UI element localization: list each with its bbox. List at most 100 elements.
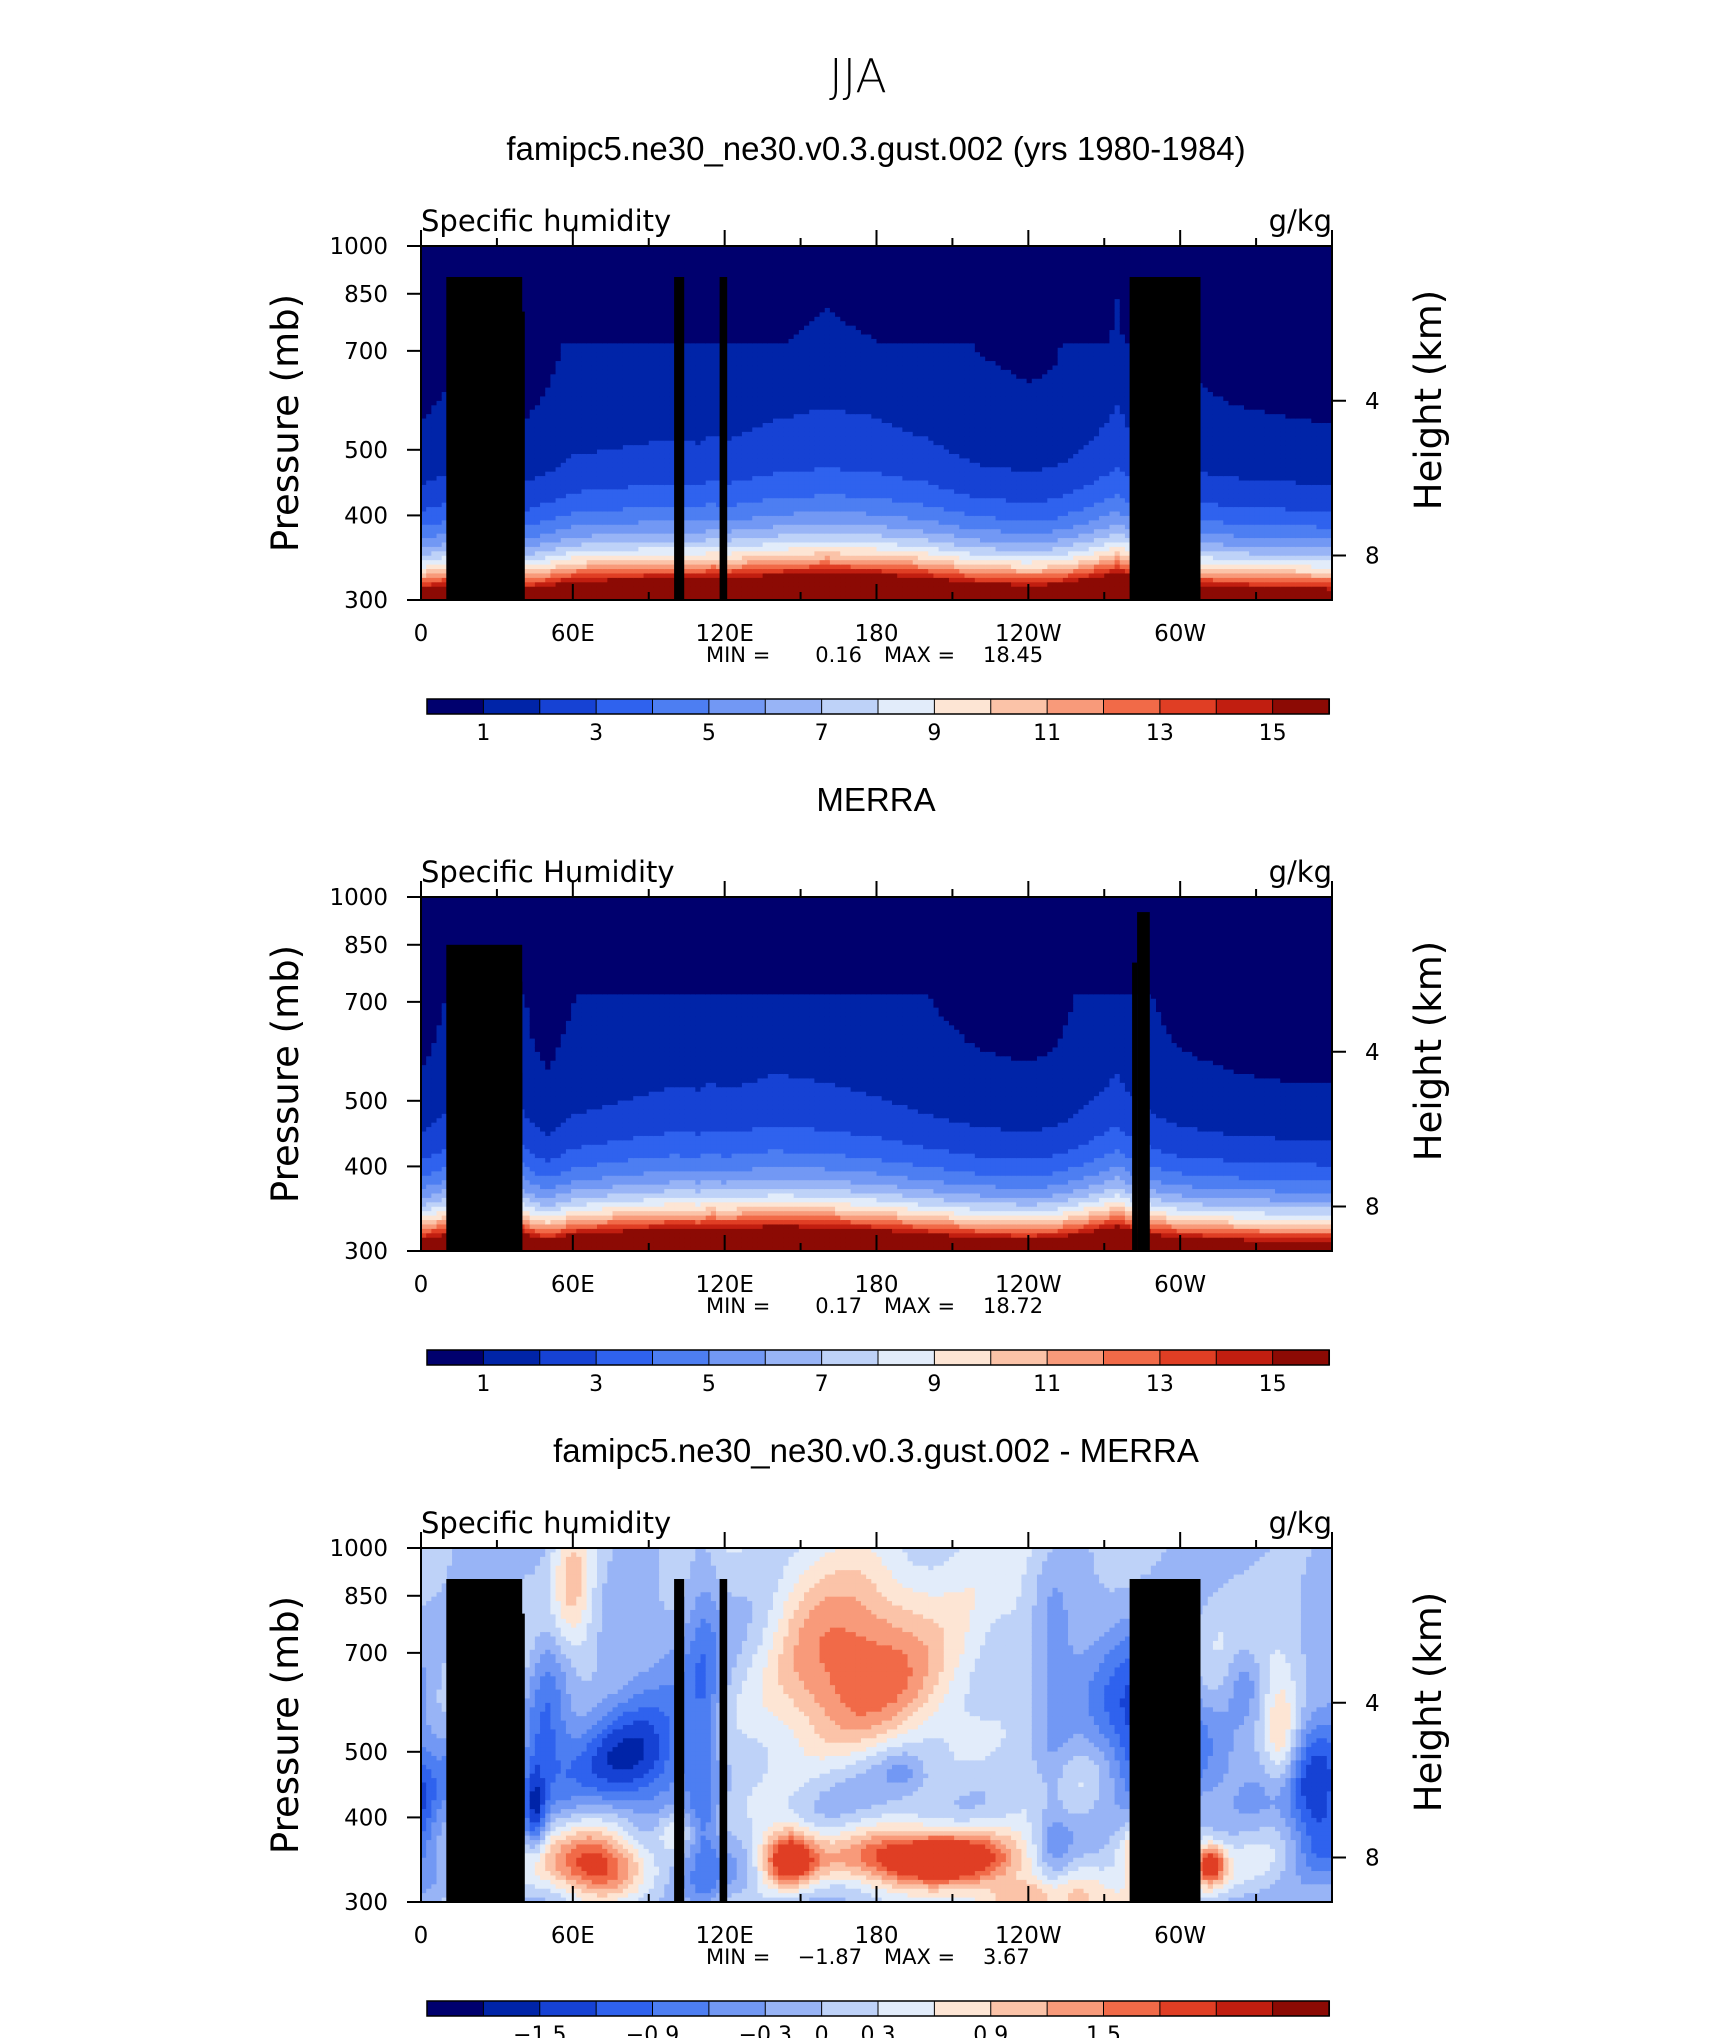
field-cell: [504, 255, 510, 260]
field-cell: [437, 445, 443, 450]
field-cell: [452, 259, 458, 264]
field-cell: [431, 520, 437, 525]
field-cell: [437, 259, 443, 264]
field-cell: [437, 308, 443, 313]
field-cell: [437, 498, 443, 503]
field-cell: [437, 467, 443, 472]
field-cell: [426, 485, 432, 490]
field-cell: [426, 436, 432, 441]
field-cell: [483, 268, 489, 273]
field-cell: [442, 264, 448, 269]
field-cell: [431, 388, 437, 393]
field-cell: [426, 396, 432, 401]
figure: JJA famipc5.ne30_ne30.v0.3.gust.002 (yrs…: [0, 0, 1710, 2038]
field-cell: [426, 268, 432, 273]
field-cell: [426, 304, 432, 309]
field-cell: [493, 264, 499, 269]
field-cell: [431, 396, 437, 401]
field-cell: [483, 273, 489, 278]
field-cell: [437, 405, 443, 410]
field-cell: [437, 538, 443, 543]
field-cell: [478, 250, 484, 255]
field-cell: [426, 365, 432, 370]
field-cell: [431, 343, 437, 348]
field-cell: [437, 343, 443, 348]
field-cell: [437, 295, 443, 300]
field-cell: [426, 281, 432, 286]
field-cell: [437, 556, 443, 561]
field-cell: [493, 250, 499, 255]
field-cell: [483, 264, 489, 269]
field-cell: [426, 512, 432, 517]
field-cell: [499, 264, 505, 269]
field-cell: [437, 357, 443, 362]
field-cell: [478, 255, 484, 260]
field-cell: [426, 489, 432, 494]
field-cell: [437, 312, 443, 317]
field-cell: [437, 326, 443, 331]
field-cell: [437, 534, 443, 539]
field-cell: [426, 498, 432, 503]
field-cell: [462, 259, 468, 264]
field-cell: [431, 423, 437, 428]
field-cell: [431, 556, 437, 561]
field-cell: [426, 560, 432, 565]
field-cell: [442, 255, 448, 260]
field-cell: [426, 458, 432, 463]
field-cell: [431, 578, 437, 583]
field-cell: [473, 255, 479, 260]
field-cell: [431, 516, 437, 521]
field-cell: [437, 299, 443, 304]
field-cell: [442, 250, 448, 255]
field-cell: [431, 259, 437, 264]
field-cell: [437, 268, 443, 273]
field-cell: [488, 268, 494, 273]
field-cell: [437, 330, 443, 335]
field-cell: [431, 565, 437, 570]
field-cell: [499, 268, 505, 273]
field-cell: [452, 268, 458, 273]
field-cell: [504, 264, 510, 269]
field-cell: [431, 339, 437, 344]
field-cell: [493, 255, 499, 260]
field-cell: [468, 273, 474, 278]
field-cell: [468, 264, 474, 269]
field-cell: [437, 317, 443, 322]
field-cell: [431, 264, 437, 269]
field-cell: [431, 357, 437, 362]
field-cell: [457, 255, 463, 260]
field-cell: [437, 281, 443, 286]
field-cell: [437, 494, 443, 499]
field-cell: [426, 542, 432, 547]
field-cell: [437, 255, 443, 260]
field-cell: [437, 525, 443, 530]
field-cell: [437, 427, 443, 432]
field-cell: [431, 538, 437, 543]
field-cell: [437, 565, 443, 570]
field-cell: [473, 250, 479, 255]
field-cell: [431, 352, 437, 357]
field-cell: [431, 582, 437, 587]
field-cell: [431, 273, 437, 278]
variable-label: Specific humidity: [421, 204, 671, 238]
field-cell: [431, 308, 437, 313]
field-cell: [431, 281, 437, 286]
panels: famipc5.ne30_ne30.v0.3.gust.002 (yrs 198…: [264, 130, 1450, 2038]
field-cell: [431, 383, 437, 388]
field-cell: [437, 277, 443, 282]
field-cell: [431, 463, 437, 468]
field-cell: [426, 472, 432, 477]
field-cell: [462, 268, 468, 273]
y-axis-label: Pressure (mb): [264, 294, 307, 552]
field-cell: [478, 259, 484, 264]
field-cell: [452, 273, 458, 278]
field-cell: [447, 264, 453, 269]
field-cell: [426, 326, 432, 331]
field-cell: [431, 547, 437, 552]
field-cell: [426, 392, 432, 397]
field-cell: [431, 560, 437, 565]
field-cell: [462, 264, 468, 269]
field-cell: [462, 255, 468, 260]
field-cell: [431, 410, 437, 415]
field-cell: [431, 436, 437, 441]
